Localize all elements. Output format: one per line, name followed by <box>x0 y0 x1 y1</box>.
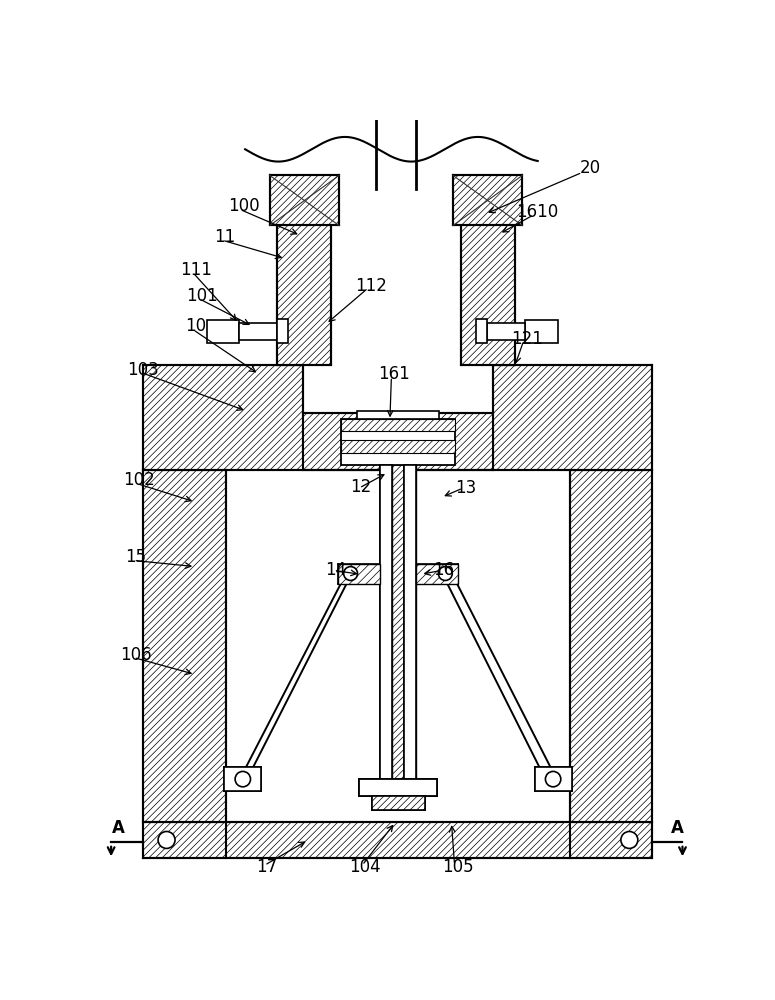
Bar <box>416 564 458 584</box>
Bar <box>356 411 439 419</box>
Text: 1610: 1610 <box>517 203 559 221</box>
Text: 105: 105 <box>442 858 474 876</box>
Text: A: A <box>671 819 684 837</box>
Bar <box>460 189 515 365</box>
Bar <box>341 419 455 465</box>
Bar <box>224 767 261 791</box>
Text: 16: 16 <box>433 561 454 579</box>
Bar <box>476 319 487 343</box>
Text: 11: 11 <box>214 228 235 246</box>
Bar <box>207 320 239 343</box>
Circle shape <box>621 831 638 848</box>
Text: 17: 17 <box>256 858 277 876</box>
Text: 102: 102 <box>123 471 155 489</box>
Bar <box>143 470 226 822</box>
Bar <box>380 465 392 779</box>
Text: 112: 112 <box>355 277 387 295</box>
Text: 161: 161 <box>378 365 410 383</box>
Bar <box>404 465 416 779</box>
Text: 104: 104 <box>350 858 381 876</box>
Bar <box>270 175 339 225</box>
Text: 101: 101 <box>186 287 218 305</box>
Bar <box>277 319 288 343</box>
Circle shape <box>546 771 561 787</box>
Bar <box>338 564 380 584</box>
Bar <box>487 323 525 340</box>
Text: 103: 103 <box>128 361 160 379</box>
Circle shape <box>158 831 175 848</box>
Text: 106: 106 <box>120 646 152 664</box>
Bar <box>239 323 277 340</box>
Bar <box>341 419 455 431</box>
Bar <box>535 767 572 791</box>
Bar <box>372 796 425 810</box>
Circle shape <box>343 567 357 580</box>
Text: A: A <box>112 819 126 837</box>
Bar <box>525 320 558 343</box>
Bar <box>570 470 653 822</box>
Text: 121: 121 <box>511 330 542 348</box>
Text: 12: 12 <box>350 478 371 496</box>
Bar <box>303 413 493 470</box>
Text: 15: 15 <box>126 548 146 566</box>
Circle shape <box>439 567 453 580</box>
Bar <box>143 365 303 470</box>
Bar <box>359 779 437 796</box>
Text: 20: 20 <box>580 159 601 177</box>
Bar <box>453 175 522 225</box>
Circle shape <box>235 771 250 787</box>
Text: 14: 14 <box>326 561 346 579</box>
Text: 111: 111 <box>180 261 212 279</box>
Bar <box>277 189 332 365</box>
Bar <box>493 365 653 470</box>
Text: 100: 100 <box>228 197 260 215</box>
Bar <box>380 465 416 779</box>
Text: 13: 13 <box>455 479 476 497</box>
Text: 10: 10 <box>185 317 206 335</box>
Bar <box>341 440 455 453</box>
Bar <box>143 822 652 858</box>
